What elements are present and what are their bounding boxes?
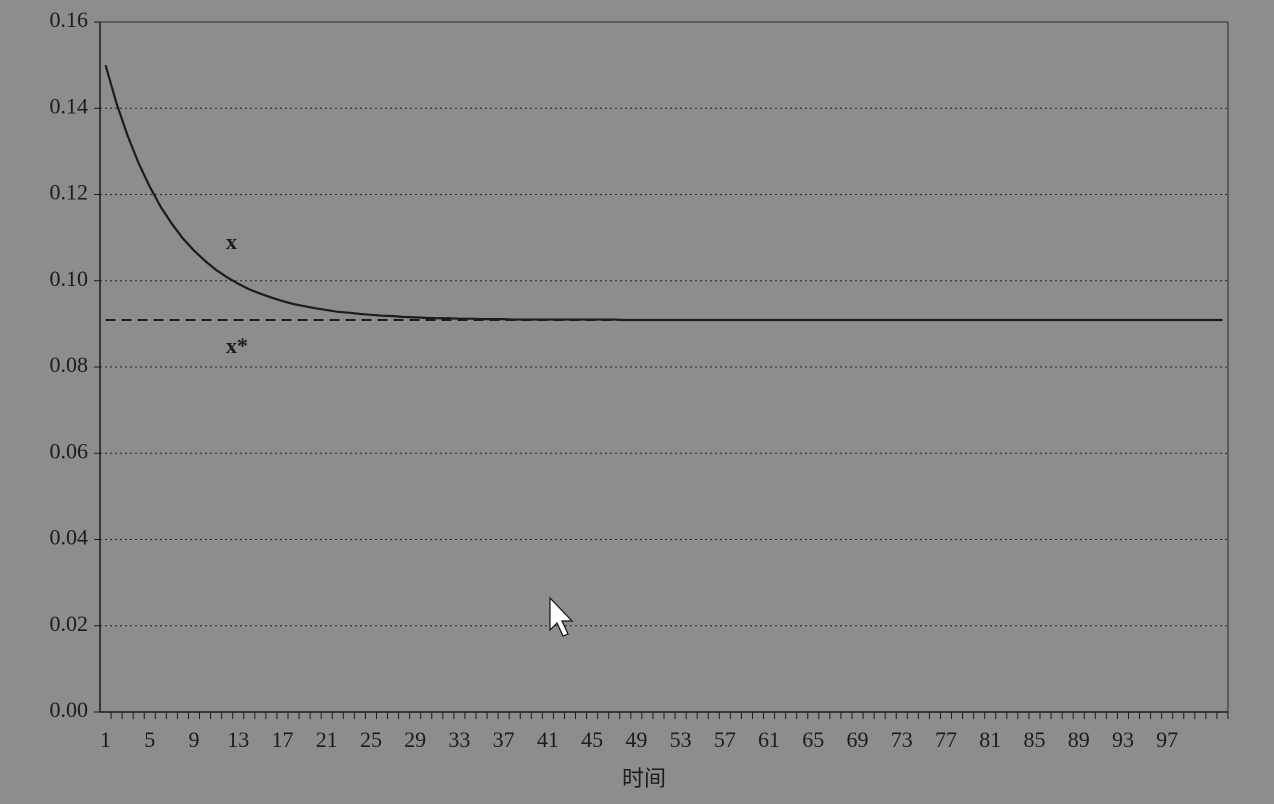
x-tick-label: 1 bbox=[100, 727, 111, 752]
y-tick-label: 0.12 bbox=[50, 180, 89, 205]
reference-line-label: x* bbox=[226, 333, 248, 358]
x-tick-label: 65 bbox=[802, 727, 824, 752]
x-tick-label: 77 bbox=[935, 727, 957, 752]
x-tick-label: 37 bbox=[493, 727, 515, 752]
y-tick-label: 0.06 bbox=[50, 438, 89, 463]
x-tick-label: 25 bbox=[360, 727, 382, 752]
y-tick-label: 0.02 bbox=[50, 611, 89, 636]
x-tick-label: 85 bbox=[1023, 727, 1045, 752]
y-tick-label: 0.16 bbox=[50, 7, 89, 32]
y-tick-label: 0.04 bbox=[50, 525, 89, 550]
x-tick-label: 29 bbox=[404, 727, 426, 752]
x-tick-label: 69 bbox=[847, 727, 869, 752]
x-tick-label: 57 bbox=[714, 727, 736, 752]
x-tick-label: 97 bbox=[1156, 727, 1178, 752]
x-tick-label: 93 bbox=[1112, 727, 1134, 752]
y-tick-label: 0.10 bbox=[50, 266, 89, 291]
x-tick-label: 45 bbox=[581, 727, 603, 752]
x-axis-label: 时间 bbox=[622, 766, 666, 791]
x-tick-label: 17 bbox=[271, 727, 293, 752]
x-tick-label: 73 bbox=[891, 727, 913, 752]
x-tick-label: 49 bbox=[625, 727, 647, 752]
x-tick-label: 33 bbox=[448, 727, 470, 752]
y-tick-label: 0.08 bbox=[50, 352, 89, 377]
series-label: x bbox=[226, 229, 237, 254]
x-tick-label: 9 bbox=[189, 727, 200, 752]
x-tick-label: 81 bbox=[979, 727, 1001, 752]
mouse-cursor bbox=[549, 596, 574, 637]
y-tick-label: 0.00 bbox=[50, 697, 89, 722]
y-tick-label: 0.14 bbox=[50, 93, 89, 118]
series-line bbox=[104, 64, 1223, 322]
x-tick-label: 53 bbox=[670, 727, 692, 752]
x-tick-label: 61 bbox=[758, 727, 780, 752]
x-tick-label: 41 bbox=[537, 727, 559, 752]
x-tick-label: 5 bbox=[144, 727, 155, 752]
x-tick-label: 89 bbox=[1068, 727, 1090, 752]
x-tick-label: 21 bbox=[316, 727, 338, 752]
x-tick-label: 13 bbox=[227, 727, 249, 752]
